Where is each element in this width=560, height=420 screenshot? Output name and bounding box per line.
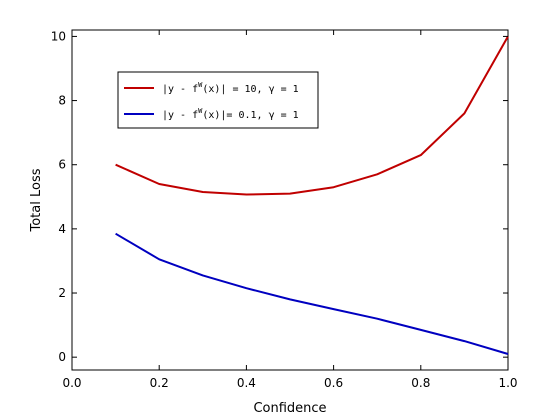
legend-label-2: |y - fW(x)|= 0.1, γ = 1 xyxy=(162,107,299,121)
x-tick-label: 0.8 xyxy=(411,376,430,390)
x-tick-label: 0.2 xyxy=(150,376,169,390)
y-tick-label: 4 xyxy=(58,222,66,236)
ticks-layer: 0.0 0.2 0.4 0.6 0.8 1.0 0 2 4 6 8 10 xyxy=(51,29,518,390)
x-axis-title: Confidence xyxy=(253,401,326,416)
legend-label-1: |y - fW(x)| = 10, γ = 1 xyxy=(162,81,299,95)
legend: |y - fW(x)| = 10, γ = 1 |y - fW(x)|= 0.1,… xyxy=(117,71,319,129)
legend-box xyxy=(117,71,319,129)
y-tick-label: 10 xyxy=(51,29,66,43)
y-tick-label: 6 xyxy=(58,158,66,172)
series-line-1 xyxy=(115,35,509,196)
series-layer xyxy=(115,35,509,355)
x-tick-label: 0.4 xyxy=(237,376,256,390)
y-axis-title: Total Loss xyxy=(29,168,44,232)
x-tick-label: 0.6 xyxy=(324,376,343,390)
y-tick-label: 0 xyxy=(58,350,66,364)
y-tick-label: 8 xyxy=(58,94,66,108)
x-tick-label: 0.0 xyxy=(62,376,81,390)
x-tick-label: 1.0 xyxy=(498,376,517,390)
y-tick-label: 2 xyxy=(58,286,66,300)
series-line-2 xyxy=(115,232,509,355)
